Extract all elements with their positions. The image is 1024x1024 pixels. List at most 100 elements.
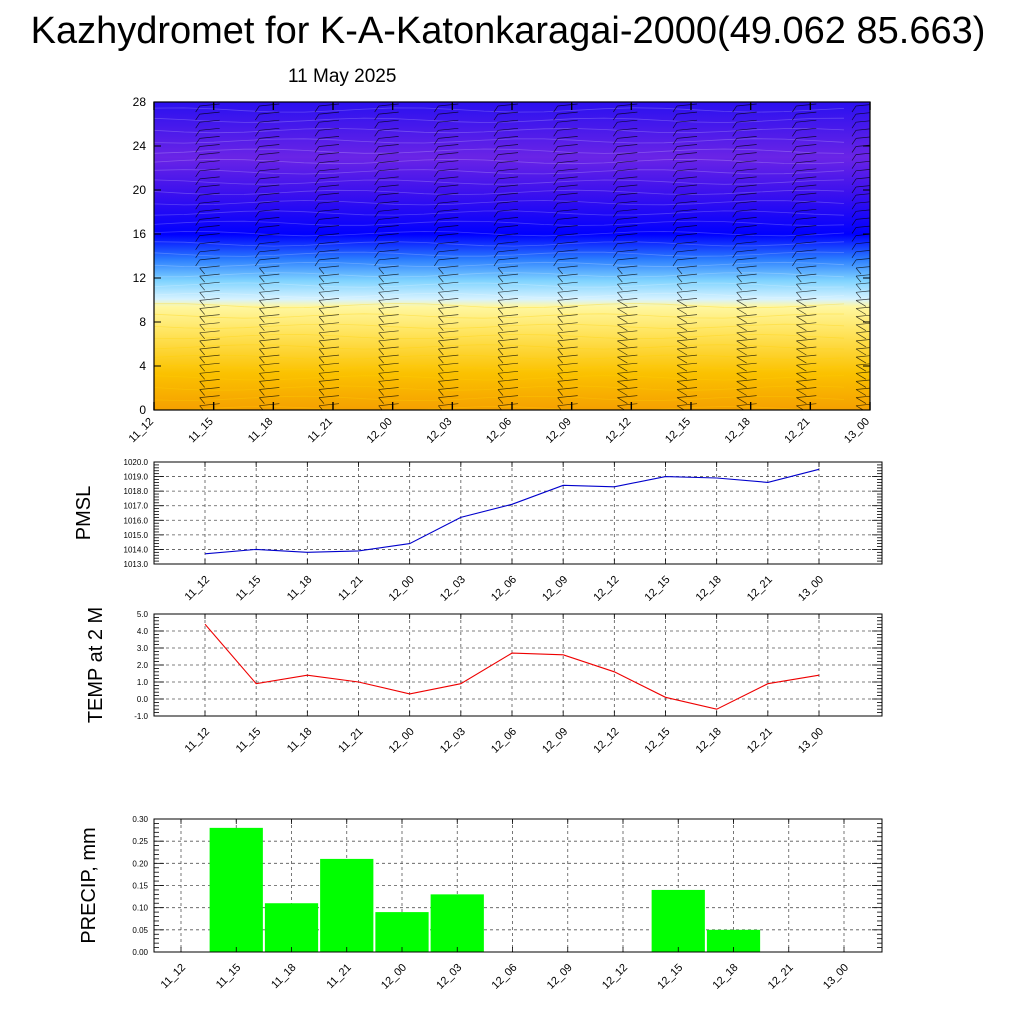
wind-barb	[617, 395, 638, 404]
wind-barb	[553, 176, 578, 186]
wind-barb	[676, 362, 698, 372]
contour-line	[154, 395, 845, 402]
wind-barb	[792, 103, 817, 113]
y-tick-label: 5.0	[137, 610, 149, 619]
x-tick-label: 12_06	[490, 962, 520, 992]
wind-barb	[259, 314, 280, 323]
wind-barb	[314, 152, 340, 161]
wind-barb	[378, 387, 399, 396]
wind-barb	[374, 184, 399, 194]
wind-barb	[676, 273, 698, 283]
wind-barb	[736, 314, 757, 323]
wind-barb	[672, 176, 698, 186]
wind-barb	[199, 314, 220, 323]
wind-barb	[438, 338, 459, 348]
wind-barb	[796, 338, 817, 348]
y-axis-label: PRECIP, mm	[78, 827, 100, 943]
x-tick-label: 12_03	[438, 726, 468, 756]
x-tick-label: 12_00	[379, 962, 409, 992]
wind-barb	[855, 395, 870, 404]
y-tick-label: 8	[139, 315, 146, 329]
y-tick-label: 0	[139, 403, 146, 417]
wind-barb	[195, 176, 220, 186]
wind-barb	[378, 362, 399, 372]
wind-barb	[434, 103, 459, 113]
wind-barb	[676, 354, 698, 364]
wind-barb	[255, 103, 280, 113]
wind-barb	[497, 338, 519, 348]
wind-barb	[557, 338, 578, 348]
wind-barb	[438, 314, 459, 323]
wind-barb	[438, 273, 459, 283]
contour-line	[154, 251, 845, 257]
wind-barb	[199, 306, 220, 315]
wind-barb	[851, 193, 870, 202]
wind-barb	[195, 168, 220, 177]
wind-barb	[553, 200, 578, 210]
wind-barb	[497, 387, 519, 396]
wind-barb	[855, 379, 870, 388]
wind-barb	[617, 322, 638, 332]
wind-barb	[557, 354, 578, 364]
wind-barb	[255, 200, 280, 210]
wind-barb	[493, 144, 519, 153]
wind-barb	[736, 354, 757, 364]
wind-barb	[851, 112, 870, 121]
wind-barb	[434, 225, 459, 234]
precip-panel: 0.00 0.05 0.10 0.15 0.20 0.25 0.30 11_12 11_15 11…	[78, 815, 883, 992]
y-tick-label: 1019.0	[124, 473, 149, 482]
wind-barb	[199, 354, 220, 364]
wind-barb	[195, 241, 220, 250]
contour-line	[154, 127, 845, 134]
wind-barb	[796, 322, 817, 332]
wind-barb	[672, 208, 698, 218]
wind-barb	[259, 362, 280, 372]
wind-barb	[434, 160, 459, 169]
wind-barb	[617, 362, 638, 372]
wind-barb	[199, 322, 220, 331]
wind-barb	[314, 160, 340, 169]
x-tick-label: 12_15	[663, 416, 693, 446]
wind-barb	[497, 330, 519, 340]
wind-barb	[796, 362, 817, 372]
y-tick-label: 1020.0	[124, 458, 149, 467]
wind-barb	[314, 192, 340, 202]
x-tick-label: 11_15	[186, 416, 216, 446]
wind-barb	[255, 127, 280, 137]
wind-barb	[855, 274, 870, 283]
wind-barb	[493, 136, 519, 145]
wind-barb	[255, 225, 280, 234]
wind-barb	[199, 370, 220, 380]
contour-line	[154, 364, 845, 371]
wind-barb	[434, 233, 459, 242]
y-tick-label: 12	[133, 271, 147, 285]
wind-barb	[434, 184, 459, 194]
wind-barb	[493, 225, 519, 234]
wind-barb	[732, 241, 757, 250]
contour-line	[154, 179, 845, 185]
wind-barb	[553, 192, 578, 202]
wind-barb	[318, 338, 340, 348]
wind-barb	[851, 201, 870, 210]
x-tick-label: 12_12	[600, 962, 630, 992]
contour-line	[154, 210, 845, 216]
wind-barb	[553, 127, 578, 137]
wind-barb	[613, 233, 638, 242]
wind-barb	[617, 403, 638, 410]
wind-barb	[553, 217, 578, 226]
y-tick-label: 0.25	[132, 837, 148, 846]
y-tick-label: 28	[133, 95, 147, 109]
wind-barb	[796, 403, 817, 410]
wind-barb	[672, 192, 698, 202]
wind-barb	[318, 387, 340, 396]
x-tick-label: 11_12	[183, 726, 213, 756]
wind-barb	[434, 144, 459, 153]
wind-barb	[255, 144, 280, 153]
wind-barb	[374, 225, 399, 234]
precip-bar	[320, 858, 374, 952]
chart-title: Kazhydromet for K-A-Katonkaragai-2000(49…	[30, 10, 986, 52]
contour-line	[154, 158, 845, 165]
wind-barb	[199, 273, 220, 283]
wind-barb	[318, 273, 340, 283]
